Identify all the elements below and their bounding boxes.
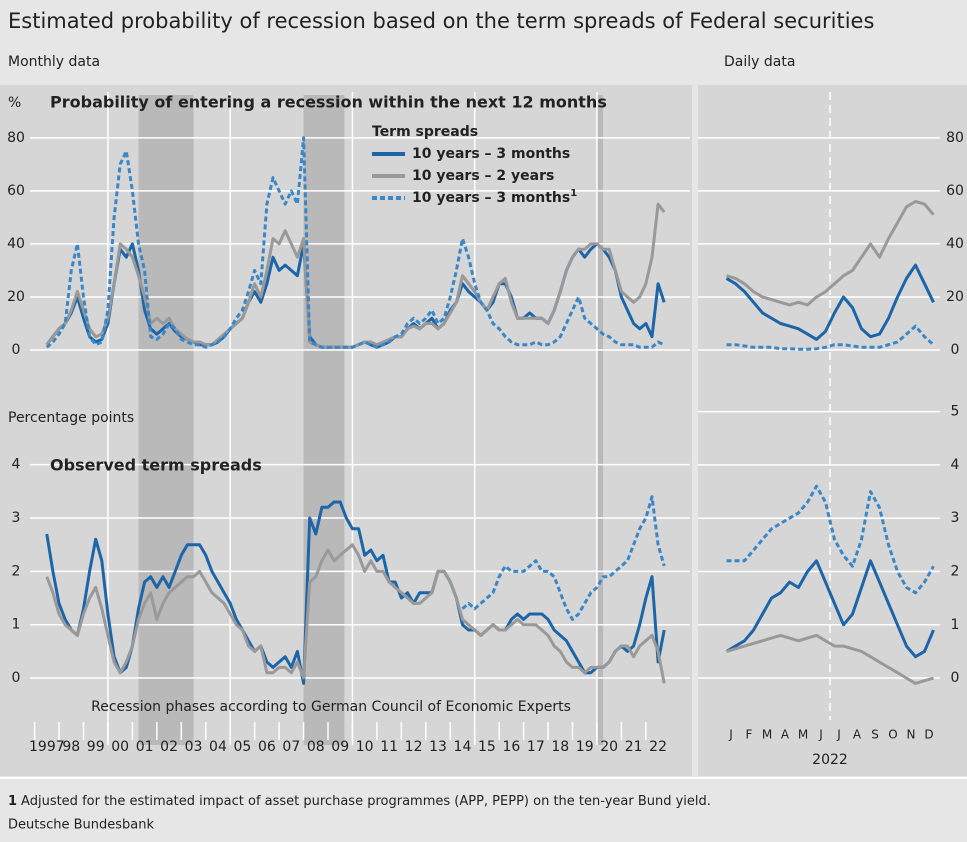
- footnote-marker: 1: [8, 794, 17, 809]
- x-tick-label: 02: [160, 739, 178, 755]
- x-tick-label: 22: [649, 739, 667, 755]
- x-tick-label: M: [762, 728, 772, 742]
- y-tick-label: 40: [7, 236, 25, 252]
- legend-label: 10 years – 3 months: [412, 146, 570, 162]
- x-tick-label: O: [888, 728, 897, 742]
- y-tick-label: 40: [946, 236, 964, 252]
- series-line: [726, 324, 935, 351]
- y-unit: Percentage points: [8, 410, 134, 426]
- daily-label: Daily data: [724, 54, 795, 70]
- y-tick-label: 1: [12, 617, 21, 633]
- daily-panel: [698, 85, 967, 776]
- x-tick-label: A: [853, 728, 862, 742]
- monthly-label: Monthly data: [8, 54, 100, 70]
- y-tick-label: 3: [951, 510, 960, 526]
- x-tick-label: 09: [331, 739, 349, 755]
- x-tick-label: J: [836, 728, 841, 742]
- series-line: [461, 495, 666, 621]
- x-tick-label: 15: [478, 739, 496, 755]
- y-tick-label: 2: [951, 563, 960, 579]
- x-tick-label: 98: [62, 739, 80, 755]
- series-line: [725, 559, 935, 659]
- series-line: [725, 263, 935, 341]
- legend-label: 10 years – 2 years: [412, 168, 554, 184]
- panel-title: Probability of entering a recession with…: [50, 93, 607, 112]
- x-tick-label: 07: [282, 739, 300, 755]
- y-tick-label: 1: [951, 617, 960, 633]
- panel-title: Observed term spreads: [50, 456, 262, 475]
- legend-name: 10 years – 3 months: [412, 146, 570, 162]
- legend-title: Term spreads: [372, 124, 478, 140]
- x-tick-label: 08: [307, 739, 325, 755]
- recession-band: [303, 95, 345, 745]
- series-line: [726, 200, 935, 307]
- x-tick-label: F: [746, 728, 753, 742]
- y-tick-label: 3: [12, 510, 21, 526]
- legend-name: 10 years – 2 years: [412, 168, 554, 184]
- source: Deutsche Bundesbank: [8, 818, 155, 833]
- x-tick-label: 05: [234, 739, 252, 755]
- y-tick-label: 0: [12, 670, 21, 686]
- x-tick-label: A: [781, 728, 790, 742]
- x-tick-label: D: [924, 728, 933, 742]
- x-tick-label: 21: [625, 739, 643, 755]
- y-tick-label: 80: [7, 130, 25, 146]
- legend-label: 10 years – 3 months1: [412, 188, 577, 206]
- y-tick-label: 80: [946, 130, 964, 146]
- y-tick-label: 0: [951, 670, 960, 686]
- y-tick-label: 2: [12, 563, 21, 579]
- x-tick-label: 03: [185, 739, 203, 755]
- y-tick-label: 0: [12, 342, 21, 358]
- y-tick-label: 4: [951, 457, 960, 473]
- series-line: [45, 543, 666, 684]
- x-axis-label: 2022: [812, 752, 848, 768]
- x-tick-label: 99: [87, 739, 105, 755]
- x-tick-label: 20: [600, 739, 618, 755]
- x-tick-label: 1997: [29, 739, 65, 755]
- x-tick-label: 11: [380, 739, 398, 755]
- footnote-text: Adjusted for the estimated impact of ass…: [21, 794, 711, 809]
- x-tick-label: 12: [405, 739, 423, 755]
- legend-note: 1: [570, 188, 577, 199]
- x-tick-label: 14: [454, 739, 472, 755]
- x-tick-label: 19: [576, 739, 594, 755]
- y-tick-label: 20: [946, 289, 964, 305]
- y-unit: %: [8, 95, 21, 111]
- x-tick-label: S: [871, 728, 879, 742]
- recession-label: Recession phases according to German Cou…: [91, 699, 571, 715]
- legend-name: 10 years – 3 months: [412, 190, 570, 206]
- page-title: Estimated probability of recession based…: [8, 9, 874, 33]
- series-line: [45, 136, 665, 349]
- x-tick-label: 01: [136, 739, 154, 755]
- x-tick-label: 18: [551, 739, 569, 755]
- recession-band: [596, 95, 604, 745]
- series-line: [726, 633, 934, 685]
- x-tick-label: 06: [258, 739, 276, 755]
- x-tick-label: J: [728, 728, 733, 742]
- y-tick-label: 4: [12, 457, 21, 473]
- y-tick-label: 5: [951, 404, 960, 420]
- x-tick-label: N: [907, 728, 916, 742]
- recession-band: [138, 95, 194, 745]
- x-tick-label: 04: [209, 739, 227, 755]
- x-tick-label: M: [798, 728, 808, 742]
- series-line: [45, 500, 666, 685]
- x-tick-label: 00: [111, 739, 129, 755]
- series-line: [726, 484, 935, 595]
- x-tick-label: 10: [356, 739, 374, 755]
- x-tick-label: J: [818, 728, 823, 742]
- x-tick-label: 17: [527, 739, 545, 755]
- x-tick-label: 13: [429, 739, 447, 755]
- y-tick-label: 60: [7, 183, 25, 199]
- x-tick-label: 16: [502, 739, 520, 755]
- y-tick-label: 60: [946, 183, 964, 199]
- footnote: 1 Adjusted for the estimated impact of as…: [8, 794, 711, 809]
- y-tick-label: 20: [7, 289, 25, 305]
- y-tick-label: 0: [951, 342, 960, 358]
